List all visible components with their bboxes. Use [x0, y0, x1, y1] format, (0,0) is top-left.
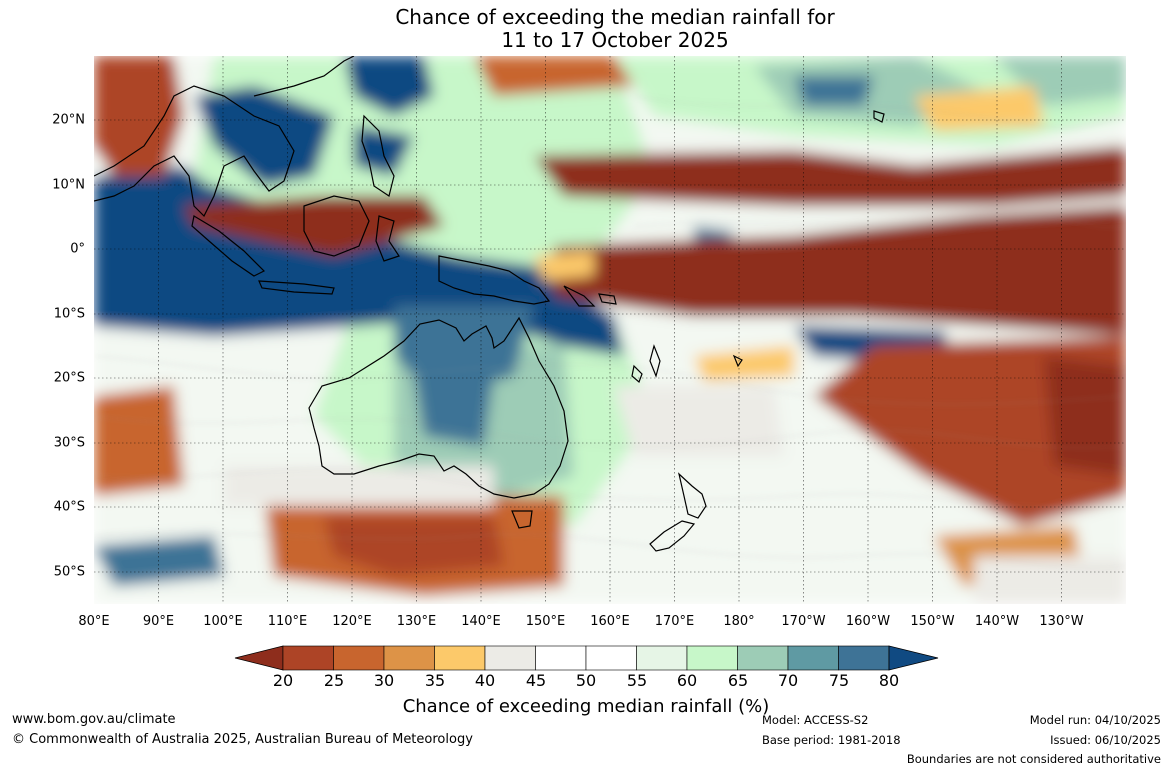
colorbar-segment: [838, 645, 890, 671]
lon-tick-label: 140°W: [974, 614, 1020, 629]
lon-tick-label: 100°E: [203, 614, 243, 629]
coastlines: [94, 56, 885, 552]
probability-field: [94, 56, 1126, 604]
lat-tick-label: 50°S: [53, 564, 85, 580]
colorbar-tick-label: 50: [575, 671, 597, 690]
lon-tick-label: 170°W: [781, 614, 826, 629]
new-zealand-north-coastline: [677, 472, 707, 519]
colorbar-tick-label: 35: [424, 671, 446, 690]
colorbar-extend-low: [234, 645, 284, 671]
new-guinea-coastline: [438, 255, 551, 305]
colorbar-label: Chance of exceeding median rainfall (%): [402, 696, 770, 717]
borneo-coastline: [303, 195, 370, 257]
colorbar-segment: [282, 645, 334, 671]
java-coastline: [258, 280, 335, 295]
colorbar-segment: [383, 645, 435, 671]
sulawesi-coastline: [375, 215, 400, 262]
lon-tick-label: 150°E: [525, 614, 566, 629]
lon-tick-label: 140°E: [461, 614, 501, 629]
tasmania-coastline: [511, 510, 533, 529]
colorbar-segment: [636, 645, 688, 671]
colorbar-tick-label: 55: [626, 671, 648, 690]
rainfall-probability-map: [94, 56, 1126, 604]
lat-tick-label: 20°S: [53, 370, 85, 386]
colorbar-segment: [737, 645, 789, 671]
colorbar-tick-label: 80: [878, 671, 900, 690]
lon-tick-label: 130°E: [396, 614, 437, 629]
colorbar-tick-label: 65: [727, 671, 749, 690]
lon-tick-label: 160°W: [845, 614, 891, 629]
boundaries-disclaimer: Boundaries are not considered authoritat…: [906, 752, 1161, 766]
model-name: Model: ACCESS-S2: [762, 713, 869, 727]
australia-coastline: [308, 316, 569, 499]
new-zealand-south-coastline: [649, 520, 696, 552]
model-run-date: Model run: 04/10/2025: [1029, 713, 1161, 727]
colorbar-tick-label: 40: [474, 671, 496, 690]
colorbar-segment: [535, 645, 587, 671]
colorbar: [234, 645, 939, 671]
lat-tick-label: 10°S: [53, 306, 85, 322]
lat-tick-label: 40°S: [53, 499, 85, 515]
copyright-notice: © Commonwealth of Australia 2025, Austra…: [12, 732, 473, 747]
colorbar-tick-label: 25: [323, 671, 345, 690]
base-period: Base period: 1981-2018: [762, 733, 901, 747]
colorbar-segment: [686, 645, 738, 671]
lon-tick-label: 160°E: [590, 614, 630, 629]
sumatra-coastline: [191, 215, 266, 277]
lon-tick-label: 120°E: [332, 614, 372, 629]
colorbar-tick-label: 20: [272, 671, 294, 690]
colorbar-extend-high: [888, 645, 939, 671]
colorbar-tick-label: 70: [777, 671, 799, 690]
philippines-coastline: [361, 114, 395, 197]
lon-tick-label: 180°: [723, 614, 755, 629]
colorbar-tick-label: 45: [525, 671, 547, 690]
lat-tick-label: 20°N: [52, 112, 85, 128]
colorbar-segment: [484, 645, 536, 671]
graticule: [94, 56, 1126, 604]
contour-lines: [94, 95, 1126, 569]
lon-tick-label: 110°E: [267, 614, 308, 629]
bom-website-url: www.bom.gov.au/climate: [12, 712, 176, 727]
china-coastline: [253, 56, 355, 97]
lon-tick-label: 80°E: [78, 614, 110, 629]
chart-title-line-2: 11 to 17 October 2025: [501, 28, 729, 52]
lat-tick-label: 30°S: [53, 435, 85, 451]
asia-mainland-coastline: [94, 85, 295, 218]
lon-tick-label: 170°E: [654, 614, 695, 629]
lat-tick-label: 10°N: [52, 177, 85, 193]
lon-tick-label: 130°W: [1039, 614, 1084, 629]
colorbar-tick-label: 60: [676, 671, 698, 690]
colorbar-tick-label: 75: [828, 671, 850, 690]
colorbar-segment: [585, 645, 637, 671]
lat-tick-label: 0°: [70, 241, 85, 257]
chart-title-line-1: Chance of exceeding the median rainfall …: [395, 5, 835, 29]
colorbar-segment: [787, 645, 839, 671]
colorbar-segment: [333, 645, 385, 671]
lon-tick-label: 90°E: [142, 614, 175, 629]
colorbar-segment: [434, 645, 486, 671]
colorbar-tick-label: 30: [373, 671, 395, 690]
lon-tick-label: 150°W: [910, 614, 955, 629]
issued-date: Issued: 06/10/2025: [1050, 733, 1161, 747]
